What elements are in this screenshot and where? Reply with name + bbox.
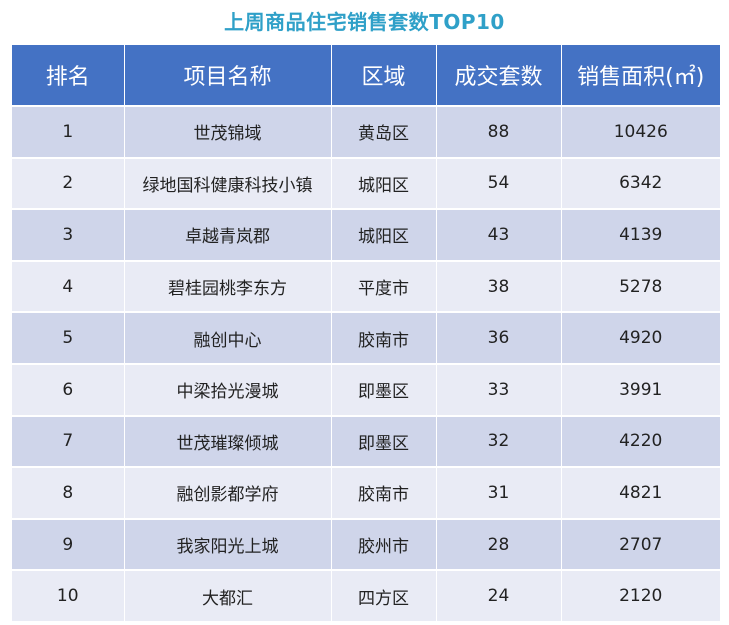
rank-cell: 9 — [12, 518, 125, 572]
units-cell: 28 — [436, 518, 562, 572]
district-cell: 胶南市 — [331, 467, 437, 520]
project-cell: 碧桂园桃李东方 — [124, 260, 332, 314]
rank-cell: 8 — [12, 467, 125, 520]
column-header-rank: 排名 — [12, 45, 125, 107]
column-header-project: 项目名称 — [124, 45, 332, 107]
table-row: 8 融创影都学府 胶南市 31 4821 — [12, 467, 720, 520]
area-cell: 4821 — [561, 467, 720, 520]
units-cell: 38 — [436, 260, 562, 314]
table-row: 1 世茂锦域 黄岛区 88 10426 — [12, 106, 720, 159]
units-cell: 88 — [436, 106, 562, 159]
rank-cell: 1 — [12, 106, 125, 159]
area-cell: 2120 — [561, 570, 720, 623]
units-cell: 31 — [436, 467, 562, 520]
district-cell: 胶州市 — [331, 518, 437, 572]
rank-cell: 6 — [12, 363, 125, 417]
table-row: 4 碧桂园桃李东方 平度市 38 5278 — [12, 260, 720, 314]
area-cell: 4139 — [561, 209, 720, 262]
district-cell: 即墨区 — [331, 363, 437, 417]
units-cell: 33 — [436, 363, 562, 417]
rank-cell: 5 — [12, 312, 125, 365]
units-cell: 54 — [436, 157, 562, 211]
table-row: 3 卓越青岚郡 城阳区 43 4139 — [12, 209, 720, 262]
table-row: 9 我家阳光上城 胶州市 28 2707 — [12, 518, 720, 572]
units-cell: 32 — [436, 415, 562, 469]
units-cell: 36 — [436, 312, 562, 365]
district-cell: 平度市 — [331, 260, 437, 314]
district-cell: 即墨区 — [331, 415, 437, 469]
units-cell: 43 — [436, 209, 562, 262]
project-cell: 我家阳光上城 — [124, 518, 332, 572]
rank-cell: 10 — [12, 570, 125, 623]
column-header-units: 成交套数 — [436, 45, 562, 107]
project-cell: 融创影都学府 — [124, 467, 332, 520]
sales-ranking-table: 排名 项目名称 区域 成交套数 销售面积(㎡) 1 世茂锦域 黄岛区 88 10… — [12, 45, 720, 623]
area-cell: 2707 — [561, 518, 720, 572]
project-cell: 世茂璀璨倾城 — [124, 415, 332, 469]
project-cell: 卓越青岚郡 — [124, 209, 332, 262]
area-cell: 10426 — [561, 106, 720, 159]
area-cell: 3991 — [561, 363, 720, 417]
area-cell: 4920 — [561, 312, 720, 365]
table-row: 2 绿地国科健康科技小镇 城阳区 54 6342 — [12, 157, 720, 211]
rank-cell: 7 — [12, 415, 125, 469]
district-cell: 黄岛区 — [331, 106, 437, 159]
column-header-district: 区域 — [331, 45, 437, 107]
table-row: 7 世茂璀璨倾城 即墨区 32 4220 — [12, 415, 720, 469]
column-header-area: 销售面积(㎡) — [561, 45, 720, 107]
table-row: 5 融创中心 胶南市 36 4920 — [12, 312, 720, 365]
rank-cell: 2 — [12, 157, 125, 211]
area-cell: 5278 — [561, 260, 720, 314]
rank-cell: 3 — [12, 209, 125, 262]
project-cell: 融创中心 — [124, 312, 332, 365]
area-cell: 4220 — [561, 415, 720, 469]
district-cell: 城阳区 — [331, 157, 437, 211]
project-cell: 世茂锦域 — [124, 106, 332, 159]
district-cell: 四方区 — [331, 570, 437, 623]
project-cell: 绿地国科健康科技小镇 — [124, 157, 332, 211]
table-title: 上周商品住宅销售套数TOP10 — [224, 10, 505, 34]
project-cell: 大都汇 — [124, 570, 332, 623]
table-row: 10 大都汇 四方区 24 2120 — [12, 570, 720, 623]
project-cell: 中梁拾光漫城 — [124, 363, 332, 417]
table-row: 6 中梁拾光漫城 即墨区 33 3991 — [12, 363, 720, 417]
units-cell: 24 — [436, 570, 562, 623]
area-cell: 6342 — [561, 157, 720, 211]
rank-cell: 4 — [12, 260, 125, 314]
district-cell: 胶南市 — [331, 312, 437, 365]
district-cell: 城阳区 — [331, 209, 437, 262]
header-row: 排名 项目名称 区域 成交套数 销售面积(㎡) — [12, 45, 720, 107]
